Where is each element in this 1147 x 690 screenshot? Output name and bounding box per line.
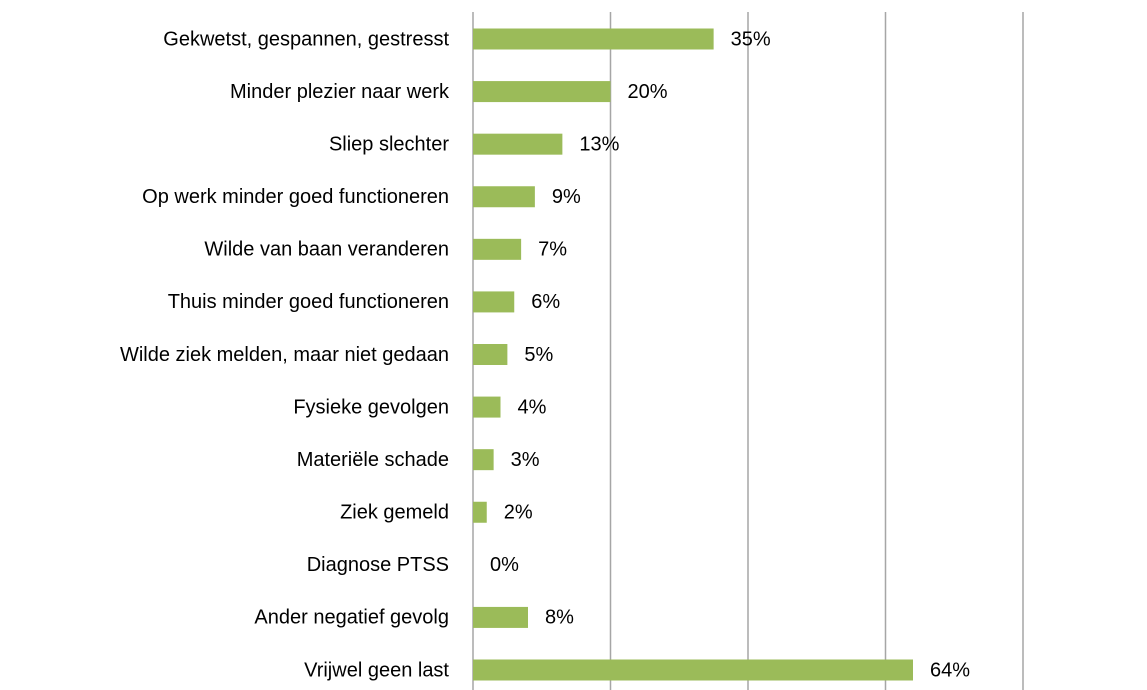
bar <box>473 449 494 471</box>
bar <box>473 501 487 523</box>
bar <box>473 186 535 208</box>
bar <box>473 238 522 260</box>
value-label: 64% <box>930 659 970 681</box>
category-label: Ander negatief gevolg <box>254 607 449 629</box>
bar <box>473 344 508 365</box>
bar <box>473 133 563 155</box>
bar <box>473 28 714 50</box>
value-label: 4% <box>518 396 547 418</box>
category-label: Wilde ziek melden, maar niet gedaan <box>120 344 449 366</box>
category-label: Gekwetst, gespannen, gestresst <box>163 28 449 50</box>
bar <box>473 291 515 313</box>
value-label: 0% <box>490 554 519 576</box>
bar <box>473 606 528 628</box>
bar <box>473 81 611 103</box>
category-label: Minder plezier naar werk <box>230 81 450 103</box>
category-label: Wilde van baan veranderen <box>204 239 449 261</box>
value-label: 9% <box>552 186 581 208</box>
category-label: Fysieke gevolgen <box>293 396 449 418</box>
value-label: 6% <box>531 291 560 313</box>
value-label: 20% <box>628 81 668 103</box>
bar <box>473 659 913 681</box>
bar <box>473 396 501 418</box>
value-label: 13% <box>579 133 619 155</box>
value-label: 5% <box>524 344 553 366</box>
category-label: Thuis minder goed functioneren <box>168 291 449 313</box>
value-label: 3% <box>511 449 540 471</box>
category-label: Op werk minder goed functioneren <box>142 186 449 208</box>
value-label: 8% <box>545 607 574 629</box>
value-label: 7% <box>538 239 567 261</box>
value-label: 35% <box>731 28 771 50</box>
category-label: Materiële schade <box>297 449 449 471</box>
category-label: Sliep slechter <box>329 133 449 155</box>
category-label: Vrijwel geen last <box>304 659 449 681</box>
category-label: Diagnose PTSS <box>307 554 449 576</box>
category-label: Ziek gemeld <box>340 502 449 524</box>
value-label: 2% <box>504 502 533 524</box>
